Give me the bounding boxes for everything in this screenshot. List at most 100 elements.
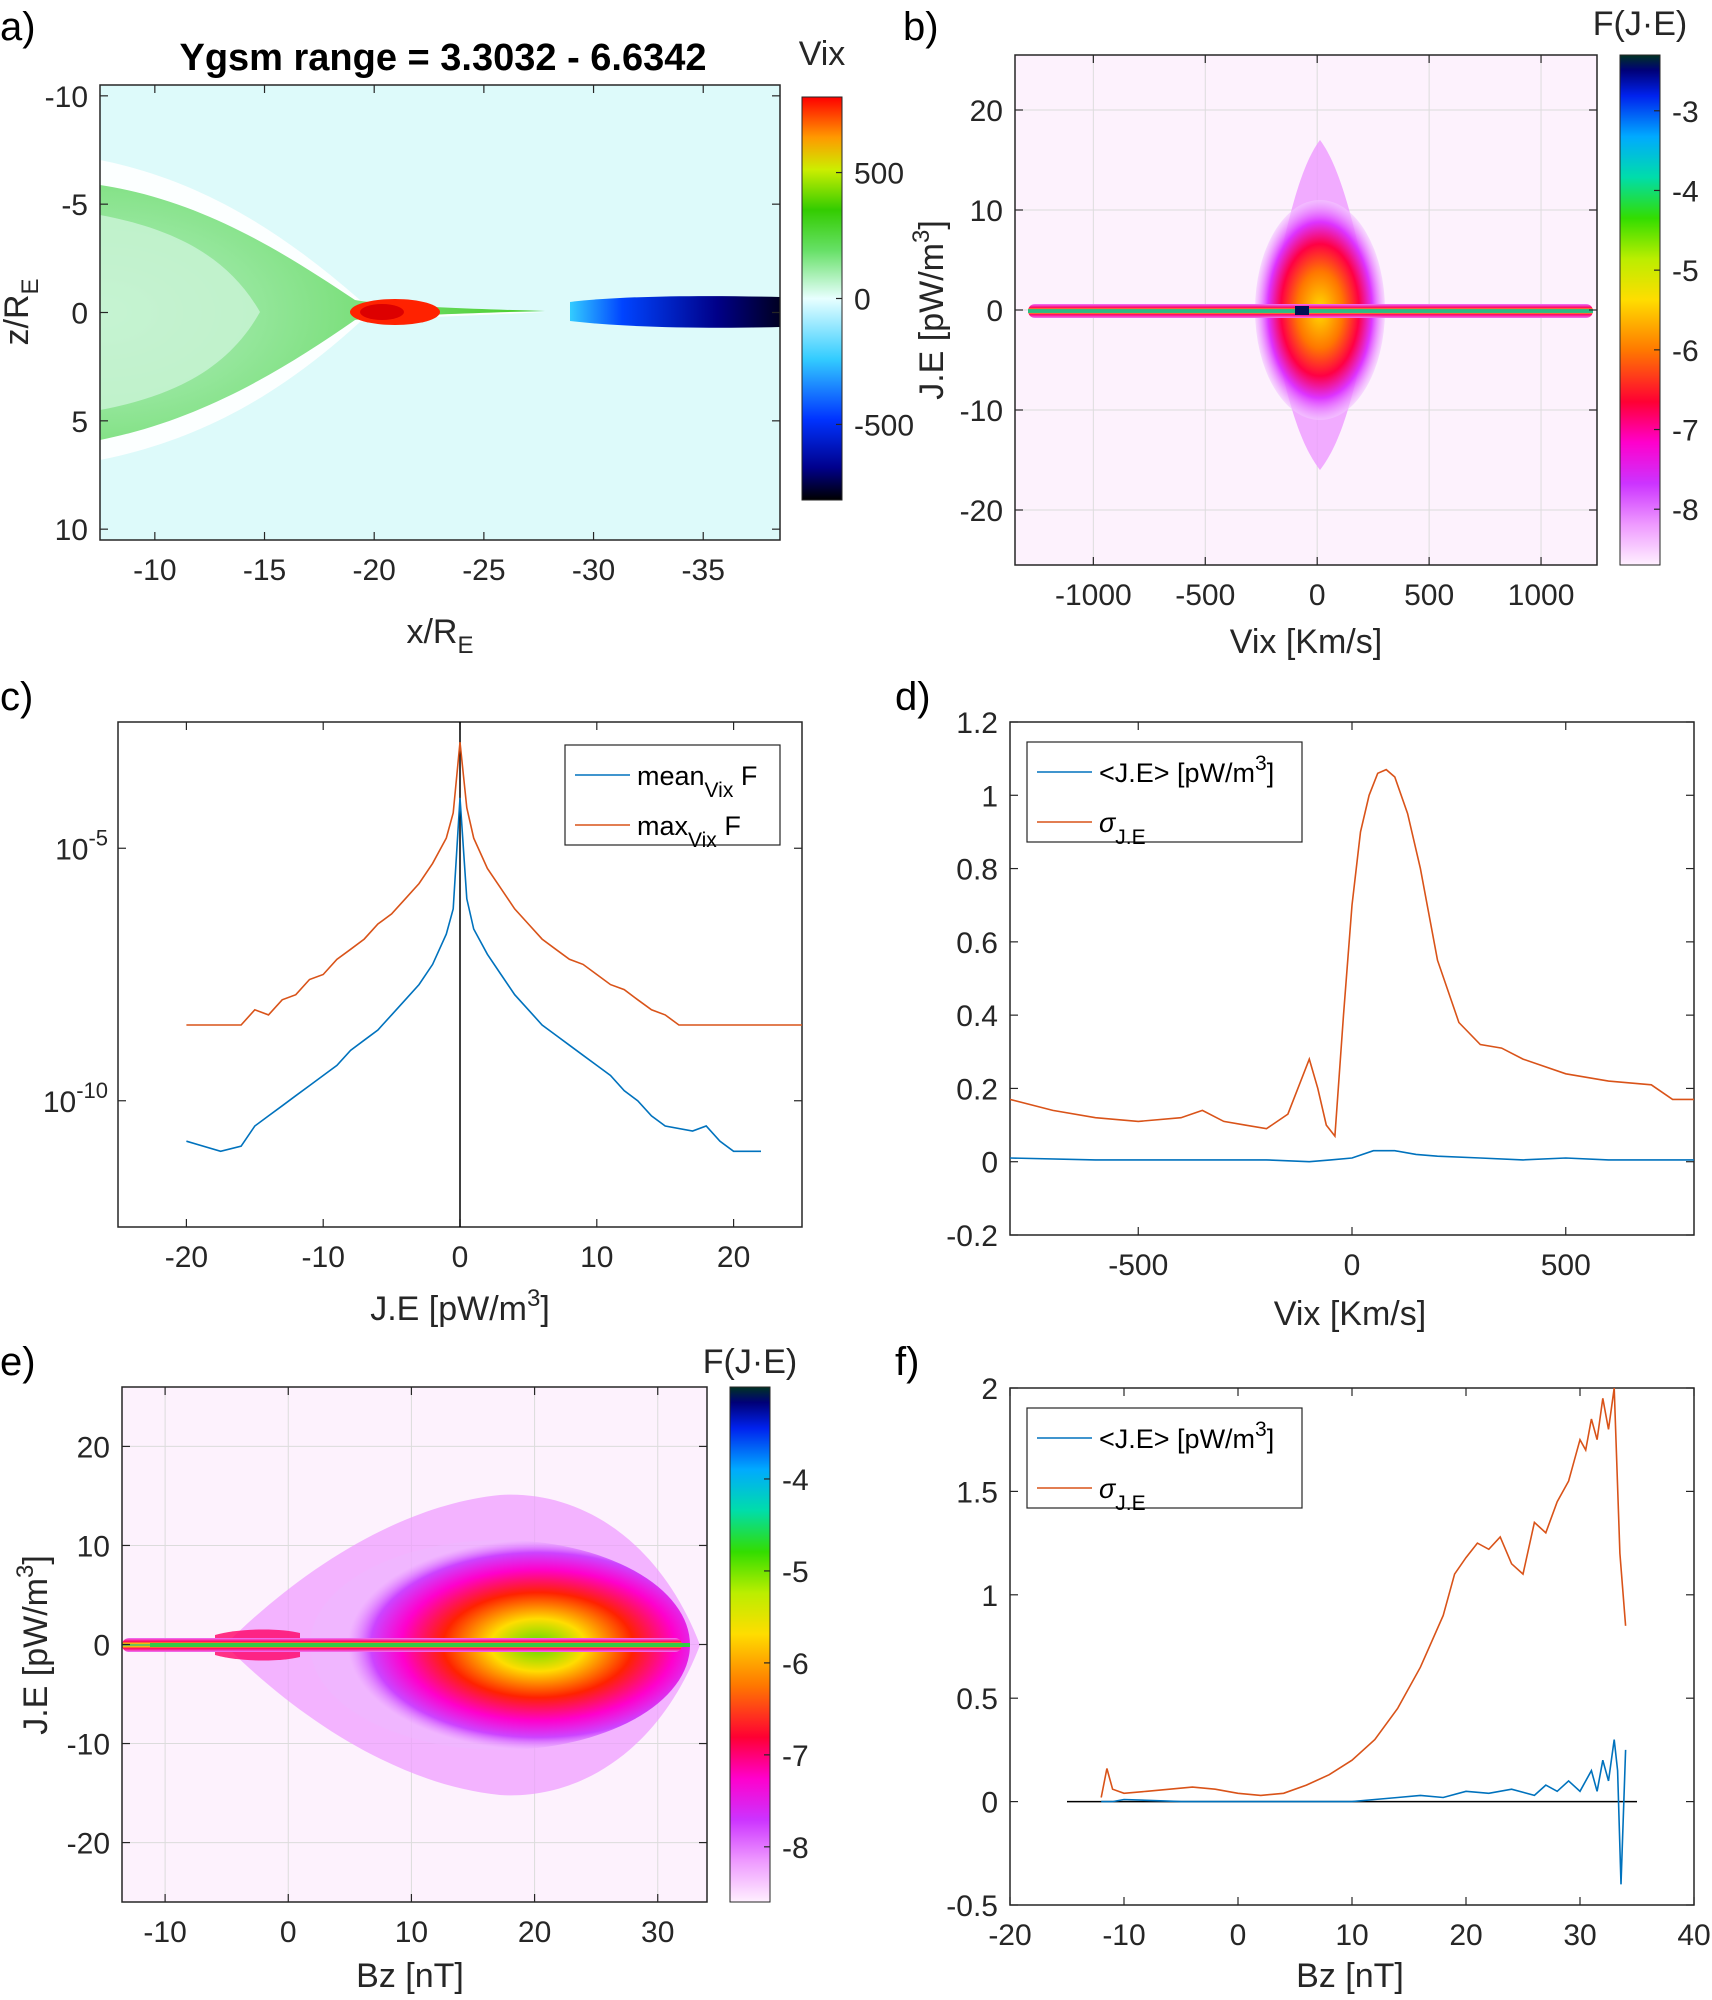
max-vix-f-line	[186, 742, 802, 1026]
legend-entry-label: σJ.E	[1099, 808, 1146, 849]
legend-entry-label: <J.E> [pW/m3]	[1099, 752, 1274, 788]
y-tick-label: -20	[960, 495, 1003, 528]
legend-entry-label: <J.E> [pW/m3]	[1099, 1418, 1274, 1454]
legend-entry-label: meanVix F	[637, 761, 757, 802]
colorbar-tick-label: -4	[1672, 175, 1699, 208]
x-tick-label: -10	[302, 1241, 345, 1274]
x-tick-label: -10	[133, 554, 176, 587]
y-tick-label: 10-10	[43, 1078, 108, 1119]
panel-f-xlabel: Bz [nT]	[1296, 1957, 1404, 1995]
panel-label-b: b)	[903, 5, 939, 49]
panel-a-ylabel: z/RE	[0, 278, 44, 345]
y-tick-label: 20	[77, 1431, 110, 1464]
panel-e-xlabel: Bz [nT]	[356, 1957, 464, 1995]
colorbar-b-title: F(J·E)	[1593, 5, 1687, 43]
sigma-je-line	[1010, 768, 1694, 1139]
colorbar-e-title: F(J·E)	[703, 1343, 797, 1381]
panel-e-ylabel: J.E [pW/m3]	[12, 1555, 55, 1735]
panel-e: e) -10 0 10 20 30 20 10 0 -10 -20 Bz [nT] J.E [pW…	[0, 1340, 809, 1995]
colorbar-tick-label: -6	[782, 1648, 809, 1681]
y-tick-label: -5	[61, 189, 88, 222]
colorbar-tick-label: -4	[782, 1464, 809, 1497]
x-tick-label: 0	[280, 1916, 297, 1949]
x-tick-label: 0	[1344, 1249, 1361, 1282]
colorbar-tick-label: -3	[1672, 96, 1699, 129]
y-tick-label: -0.2	[946, 1220, 998, 1253]
colorbar-fje-b	[1619, 54, 1661, 566]
y-tick-label: 0	[981, 1147, 998, 1180]
y-tick-label: 0.5	[956, 1683, 998, 1716]
panel-b-xlabel: Vix [Km/s]	[1230, 623, 1382, 661]
x-tick-label: -20	[988, 1919, 1031, 1952]
panel-label-f: f)	[895, 1340, 919, 1384]
x-tick-label: -500	[1108, 1249, 1168, 1282]
x-tick-label: -15	[243, 554, 286, 587]
x-tick-label: -10	[1102, 1919, 1145, 1952]
panel-label-e: e)	[0, 1340, 36, 1384]
panel-e-heatmap	[122, 1494, 700, 1796]
panel-label-d: d)	[895, 675, 931, 719]
panel-c-xlabel: J.E [pW/m3]	[370, 1285, 550, 1328]
legend-entry-label: maxVix F	[637, 811, 741, 852]
x-tick-label: 10	[1335, 1919, 1368, 1952]
y-tick-label: 10	[77, 1530, 110, 1563]
y-tick-label: -20	[67, 1828, 110, 1861]
x-tick-label: -20	[165, 1241, 208, 1274]
panel-d-xlabel: Vix [Km/s]	[1274, 1295, 1426, 1333]
panel-a: a) Ygsm range = 3.3032 - 6.6342 -10 -15 -2…	[0, 5, 914, 659]
panel-b-heatmap	[1028, 140, 1593, 470]
legend-box	[564, 744, 781, 846]
y-tick-label: 10-5	[55, 825, 108, 866]
colorbar-tick-label: -5	[782, 1556, 809, 1589]
colorbar-tick-label: 0	[854, 284, 871, 317]
panel-a-xlabel: x/RE	[406, 613, 473, 659]
sigma-je-line	[1100, 1388, 1627, 1798]
mean-je-line	[1010, 1149, 1694, 1163]
x-tick-label: 1000	[1508, 579, 1575, 612]
colorbar-vix-title: Vix	[799, 35, 846, 73]
colorbar-tick-label: -8	[782, 1832, 809, 1865]
y-tick-label: 10	[970, 195, 1003, 228]
x-tick-label: -1000	[1055, 579, 1132, 612]
colorbar-tick-label: 500	[854, 158, 904, 191]
y-tick-label: -0.5	[946, 1890, 998, 1923]
colorbar-vix	[801, 96, 843, 501]
y-tick-label: 10	[55, 514, 88, 547]
x-tick-label: 10	[580, 1241, 613, 1274]
panel-f: f) -20 -10 0 10 20 30 40 2 1.5 1 0.5 0 -0.5 <J.E> [p…	[895, 1340, 1711, 1995]
y-tick-label: 2	[981, 1373, 998, 1406]
x-tick-label: 20	[518, 1916, 551, 1949]
x-tick-label: 40	[1677, 1919, 1710, 1952]
y-tick-label: 1	[981, 780, 998, 813]
colorbar-tick-label: -6	[1672, 335, 1699, 368]
colorbar-tick-label: -7	[1672, 415, 1699, 448]
y-tick-label: 0	[986, 295, 1003, 328]
y-tick-label: 1	[981, 1580, 998, 1613]
panel-a-title: Ygsm range = 3.3032 - 6.6342	[179, 37, 706, 79]
legend-box	[1026, 1407, 1303, 1509]
y-tick-label: 0.2	[956, 1073, 998, 1106]
x-tick-label: 20	[1449, 1919, 1482, 1952]
panel-b-ylabel: J.E [pW/m3]	[908, 220, 951, 400]
x-tick-label: 500	[1404, 579, 1454, 612]
y-tick-label: -10	[960, 395, 1003, 428]
y-tick-label: 0.4	[956, 1000, 998, 1033]
y-tick-label: 1.5	[956, 1476, 998, 1509]
x-tick-label: 0	[1230, 1919, 1247, 1952]
x-tick-label: 20	[717, 1241, 750, 1274]
panel-a-heatmap	[100, 85, 780, 540]
x-tick-label: -30	[572, 554, 615, 587]
y-tick-label: 0.8	[956, 854, 998, 887]
x-tick-label: 500	[1541, 1249, 1591, 1282]
y-tick-label: 0	[71, 298, 88, 331]
x-tick-label: -35	[682, 554, 725, 587]
colorbar-tick-label: -5	[1672, 255, 1699, 288]
colorbar-tick-label: -500	[854, 409, 914, 442]
legend-entry-label: σJ.E	[1099, 1474, 1146, 1515]
panel-b: b) -1000 -500 0 500 1000 20 10 0 -10 -20 Vix [Km/…	[903, 5, 1699, 661]
panel-label-a: a)	[0, 5, 36, 49]
x-tick-label: 30	[1563, 1919, 1596, 1952]
x-tick-label: -25	[462, 554, 505, 587]
x-tick-label: -10	[143, 1916, 186, 1949]
